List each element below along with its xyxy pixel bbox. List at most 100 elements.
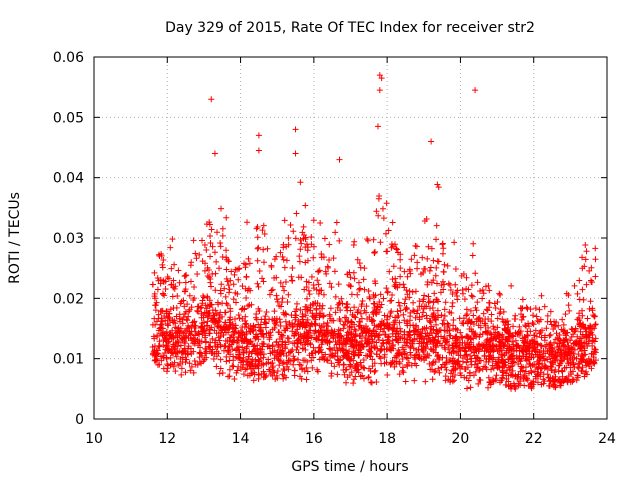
data-point — [532, 305, 539, 312]
data-point — [328, 360, 335, 367]
data-point — [150, 348, 157, 355]
data-point — [482, 316, 489, 323]
data-point — [294, 344, 301, 351]
data-point — [476, 346, 483, 353]
data-point — [370, 311, 377, 318]
data-point — [386, 346, 393, 353]
data-point — [485, 374, 492, 381]
data-point — [558, 326, 565, 333]
data-point — [271, 308, 278, 315]
data-point — [390, 263, 397, 270]
data-point — [348, 318, 355, 325]
data-point — [449, 345, 456, 352]
data-point — [573, 338, 580, 345]
data-point — [269, 359, 276, 366]
data-point — [557, 357, 564, 364]
data-point — [196, 358, 203, 365]
axis-ticks — [93, 56, 608, 420]
data-point — [505, 343, 512, 350]
data-point — [498, 351, 505, 358]
data-point — [562, 311, 569, 318]
data-point — [409, 338, 416, 345]
data-point — [585, 361, 592, 368]
data-point — [516, 356, 523, 363]
data-point — [168, 332, 175, 339]
data-point — [151, 290, 158, 297]
data-point — [479, 317, 486, 324]
data-point — [387, 298, 394, 305]
data-point — [404, 273, 411, 280]
data-point — [162, 278, 169, 285]
data-point — [452, 266, 459, 273]
data-point — [217, 243, 224, 250]
data-point — [257, 327, 264, 334]
data-point — [228, 268, 235, 275]
data-point — [541, 303, 548, 310]
data-point — [386, 321, 393, 328]
data-point — [540, 371, 547, 378]
data-point — [309, 350, 316, 357]
data-point — [292, 314, 299, 321]
data-point — [513, 355, 520, 362]
data-point — [389, 357, 396, 364]
data-point — [592, 245, 599, 252]
data-point — [282, 278, 289, 285]
data-point — [459, 339, 466, 346]
data-point — [212, 343, 219, 350]
data-point — [363, 352, 370, 359]
data-point — [277, 249, 284, 256]
data-point — [259, 275, 266, 282]
data-point — [371, 249, 378, 256]
data-point — [370, 293, 377, 300]
data-point — [315, 290, 322, 297]
data-point — [244, 219, 251, 226]
data-point — [519, 314, 526, 321]
data-point — [397, 328, 404, 335]
data-point — [348, 369, 355, 376]
data-point — [548, 321, 555, 328]
x-tick-label: 16 — [305, 431, 323, 447]
data-point — [495, 331, 502, 338]
data-point — [174, 338, 181, 345]
data-point — [365, 374, 372, 381]
data-point — [165, 313, 172, 320]
data-point — [463, 351, 470, 358]
data-point — [315, 348, 322, 355]
data-point — [490, 323, 497, 330]
data-point — [468, 282, 475, 289]
data-point — [254, 245, 261, 252]
data-point — [221, 285, 228, 292]
data-point — [263, 309, 270, 316]
data-point — [306, 291, 313, 298]
data-point — [289, 277, 296, 284]
data-point — [563, 364, 570, 371]
data-point — [324, 339, 331, 346]
data-point — [534, 379, 541, 386]
data-point — [197, 305, 204, 312]
data-point — [336, 299, 343, 306]
data-point — [351, 275, 358, 282]
data-point — [467, 307, 474, 314]
data-point — [230, 353, 237, 360]
data-point — [354, 366, 361, 373]
data-point — [244, 287, 251, 294]
data-point — [400, 346, 407, 353]
data-point — [408, 362, 415, 369]
data-point — [475, 380, 482, 387]
data-point — [390, 345, 397, 352]
data-point — [271, 256, 278, 263]
data-point — [261, 319, 268, 326]
data-point — [508, 371, 515, 378]
data-point — [268, 264, 275, 271]
data-point — [576, 345, 583, 352]
data-point — [163, 328, 170, 335]
data-point — [479, 331, 486, 338]
data-point — [590, 360, 597, 367]
data-point — [591, 313, 598, 320]
data-point — [201, 309, 208, 316]
data-point — [166, 310, 173, 317]
data-point — [396, 319, 403, 326]
data-point — [209, 307, 216, 314]
data-point — [547, 308, 554, 315]
data-point — [302, 306, 309, 313]
